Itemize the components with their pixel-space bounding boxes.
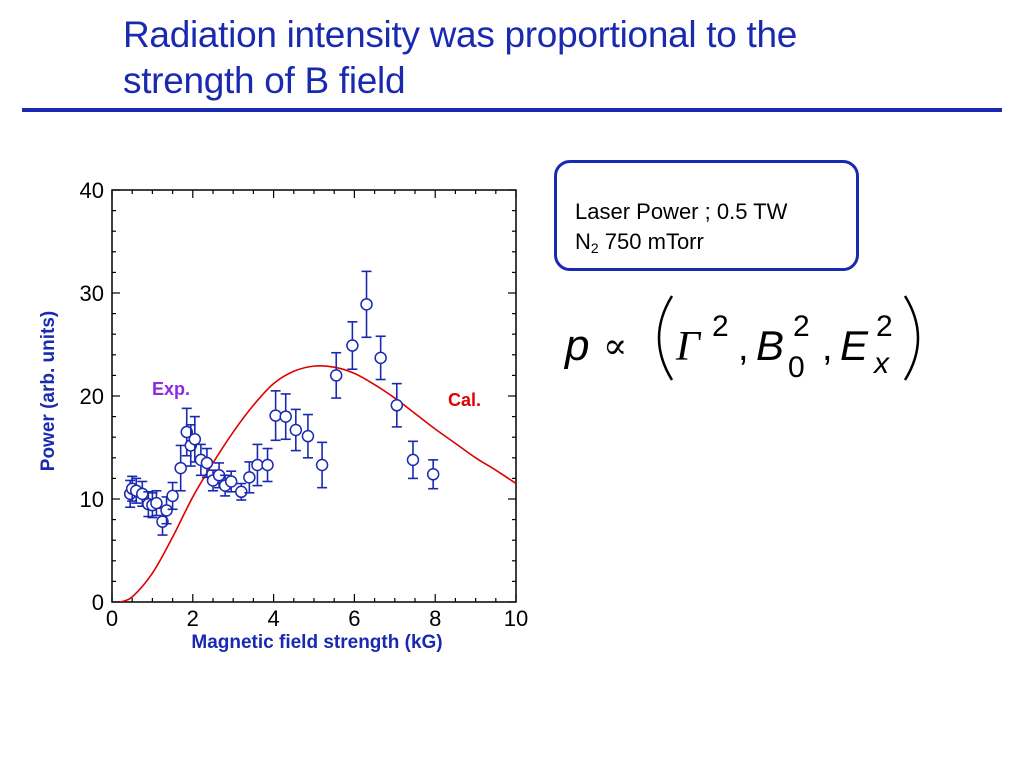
- exp-data-point: [235, 482, 248, 501]
- laser-power-text: Laser Power ; 0.5 TW: [575, 199, 788, 224]
- formula-e: E: [840, 322, 869, 369]
- exp-data-point: [390, 382, 404, 428]
- exp-data-point: [374, 335, 387, 381]
- slide-title-line-1: Radiation intensity was proportional to …: [123, 14, 798, 55]
- exp-marker: [315, 458, 329, 472]
- exp-data-point: [426, 459, 440, 490]
- exp-marker: [279, 410, 292, 423]
- formula-comma-1: ,: [738, 327, 749, 369]
- x-tick-label: 6: [348, 606, 360, 631]
- cal-series-label: Cal.: [448, 390, 481, 410]
- slide-title: Radiation intensity was proportional to …: [123, 12, 983, 104]
- exp-marker: [360, 298, 373, 311]
- cal-series-line: [119, 365, 516, 602]
- exp-marker: [180, 425, 193, 439]
- exp-data-point: [150, 489, 163, 517]
- exp-marker: [200, 456, 214, 470]
- title-divider: [22, 108, 1002, 112]
- experiment-conditions-box: Laser Power ; 0.5 TW N2 750 mTorr: [554, 160, 859, 271]
- exp-data-point: [315, 441, 329, 489]
- exp-marker: [406, 453, 420, 467]
- y-tick-label: 30: [80, 281, 104, 306]
- formula-gamma-exponent: 2: [712, 310, 729, 343]
- formula-e-subscript: x: [872, 347, 890, 380]
- x-tick-label: 4: [267, 606, 279, 631]
- x-tick-label: 0: [106, 606, 118, 631]
- gas-symbol: N: [575, 229, 591, 254]
- y-axis-label: Power (arb. units): [38, 311, 59, 471]
- exp-marker: [374, 351, 387, 365]
- exp-data-point: [329, 351, 343, 399]
- exp-data-point: [279, 393, 292, 441]
- formula-right-paren: [903, 295, 920, 381]
- formula-p: p: [563, 321, 589, 370]
- formula-b-subscript: 0: [788, 351, 805, 384]
- formula-comma-2: ,: [822, 327, 833, 369]
- exp-data-point: [346, 321, 359, 371]
- exp-marker: [174, 461, 187, 475]
- exp-marker: [289, 423, 303, 437]
- formula-proportional-symbol: ∝: [603, 326, 627, 367]
- formula-b-exponent: 2: [793, 310, 810, 343]
- exp-data-point: [261, 447, 274, 483]
- gas-subscript: 2: [590, 240, 599, 256]
- y-tick-label: 10: [80, 487, 104, 512]
- exp-marker: [329, 369, 343, 382]
- y-tick-labels: 0 10 20 30 40: [80, 178, 104, 615]
- exp-data-point: [406, 440, 420, 480]
- exp-series-label: Exp.: [152, 379, 190, 399]
- exp-marker: [235, 485, 248, 499]
- x-tick-labels: 0 2 4 6 8 10: [106, 606, 528, 631]
- exp-series: [123, 270, 440, 536]
- exp-data-point: [200, 447, 214, 479]
- y-tick-label: 40: [80, 178, 104, 203]
- formula-b: B: [756, 322, 784, 369]
- exp-marker: [346, 339, 359, 352]
- x-axis-label: Magnetic field strength (kG): [191, 632, 442, 653]
- formula-e-exponent: 2: [876, 310, 893, 343]
- gas-pressure-value: 750 mTorr: [598, 229, 704, 254]
- exp-data-point: [301, 413, 315, 459]
- x-tick-label: 10: [504, 606, 528, 631]
- formula-left-paren: [657, 295, 674, 381]
- exp-data-point: [180, 407, 193, 457]
- exp-data-point: [166, 481, 179, 511]
- exp-marker: [426, 468, 440, 481]
- exp-marker: [301, 429, 315, 443]
- exp-data-point: [289, 408, 303, 452]
- exp-marker: [243, 471, 256, 484]
- exp-marker: [261, 458, 274, 472]
- exp-data-point: [251, 443, 264, 487]
- exp-marker: [390, 399, 404, 412]
- exp-data-point: [174, 444, 187, 492]
- exp-marker: [166, 489, 179, 503]
- slide-title-line-2: strength of B field: [123, 60, 406, 101]
- y-tick-label: 20: [80, 384, 104, 409]
- exp-data-point: [224, 470, 238, 493]
- axis-ticks: [111, 189, 517, 603]
- exp-marker: [224, 475, 238, 488]
- exp-marker: [188, 433, 202, 446]
- exp-data-point: [160, 496, 173, 525]
- exp-marker: [160, 504, 173, 517]
- exp-marker: [150, 496, 163, 510]
- exp-data-point: [188, 415, 202, 463]
- formula-gamma: Γ: [675, 324, 702, 370]
- exp-data-point: [360, 270, 373, 339]
- y-tick-label: 0: [92, 590, 104, 615]
- x-tick-label: 2: [187, 606, 199, 631]
- x-tick-label: 8: [429, 606, 441, 631]
- gas-pressure-text: N2 750 mTorr: [575, 227, 856, 257]
